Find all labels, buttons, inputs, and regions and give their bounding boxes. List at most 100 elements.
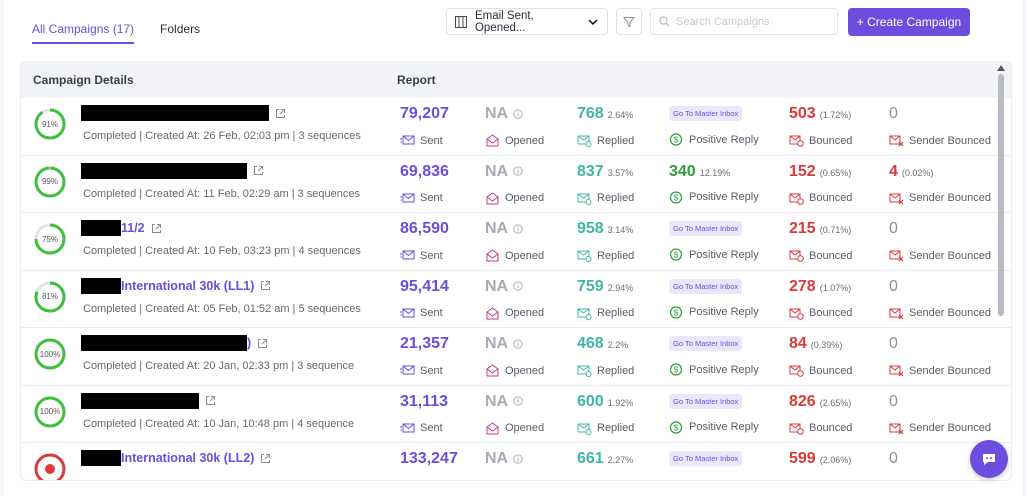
bounced-label: Bounced: [789, 134, 852, 147]
campaign-name[interactable]: 11/2: [81, 219, 162, 237]
go-to-master-inbox-button[interactable]: Go To Master Inbox: [669, 106, 743, 121]
positive-reply-label-text: Positive Reply: [689, 306, 759, 318]
table-row[interactable]: 100%) Completed | Created At: 20 Jan, 02:…: [21, 328, 1011, 386]
campaigns-page: All Campaigns (17) Folders Email Sent, O…: [4, 0, 1022, 496]
sender-bounced-label-text: Sender Bounced: [909, 307, 991, 319]
campaign-name-text[interactable]: 11/2: [121, 221, 145, 235]
external-link-icon[interactable]: [275, 108, 286, 119]
info-icon[interactable]: [513, 454, 523, 464]
external-link-icon[interactable]: [205, 395, 216, 406]
columns-select[interactable]: Email Sent, Opened...: [446, 8, 608, 35]
campaign-name-text[interactable]: International 30k (LL2): [121, 451, 255, 465]
info-icon[interactable]: [513, 109, 523, 119]
bounced-icon: [789, 423, 804, 435]
sender-bounced-label-text: Sender Bounced: [909, 249, 991, 262]
table-row[interactable]: 91% Completed | Created At: 26 Feb, 02:03…: [21, 98, 1011, 156]
scrollbar-thumb[interactable]: [998, 74, 1004, 316]
campaign-name[interactable]: [81, 162, 264, 180]
sent-count: 133,247: [400, 450, 458, 467]
progress-percent: 91%: [41, 119, 58, 129]
opened-label-text: Opened: [505, 307, 545, 319]
dollar-circle-icon: $: [669, 305, 683, 319]
bounced-label-text: Bounced: [809, 134, 853, 147]
sender-bounced-label-text: Sender Bounced: [909, 192, 991, 204]
progress-ring: [34, 453, 66, 480]
campaign-status-subtitle: Completed | Created At: 26 Feb, 02:03 pm…: [83, 130, 361, 142]
campaign-name[interactable]: ): [81, 334, 268, 352]
external-link-icon[interactable]: [253, 165, 264, 176]
replied-label: Replied: [577, 134, 634, 147]
replied-label-text: Replied: [597, 307, 635, 319]
header-campaign-details: Campaign Details: [33, 73, 134, 87]
external-link-icon[interactable]: [260, 280, 271, 291]
go-to-master-inbox-button[interactable]: Go To Master Inbox: [669, 221, 743, 236]
go-to-master-inbox-button[interactable]: Go To Master Inbox: [669, 278, 743, 294]
create-campaign-button[interactable]: + Create Campaign: [848, 8, 970, 36]
info-icon[interactable]: [513, 339, 523, 349]
campaign-name-text[interactable]: ): [247, 336, 252, 350]
bounced-percent: (2.65%): [819, 397, 852, 408]
campaign-name[interactable]: [81, 392, 216, 410]
bounced-label: Bounced: [789, 307, 852, 320]
table-row[interactable]: 81% International 30k (LL1) Completed | Cr…: [21, 271, 1011, 328]
sender-bounced-count: 0: [889, 220, 898, 237]
sent-count: 21,357: [400, 335, 449, 352]
sender-bounced-label-text: Sender Bounced: [909, 134, 991, 147]
table-row[interactable]: 99% Completed | Created At: 11 Feb, 02:29…: [21, 156, 1011, 213]
go-to-master-inbox-button[interactable]: Go To Master Inbox: [669, 451, 743, 466]
info-icon[interactable]: [513, 166, 523, 176]
replied-percent: 2.2%: [607, 340, 629, 350]
bounced-label: Bounced: [789, 364, 852, 377]
bounced-count: 215: [789, 220, 816, 237]
search-input[interactable]: [676, 15, 826, 28]
table-row[interactable]: 100% Completed | Created At: 10 Jan, 10:4…: [21, 386, 1011, 443]
sent-label: Sent: [400, 422, 443, 435]
sent-label-text: Sent: [420, 307, 443, 319]
sender-bounced-label-text: Sender Bounced: [909, 364, 991, 377]
chat-icon: [983, 454, 995, 465]
search-icon: [659, 16, 670, 27]
external-link-icon[interactable]: [257, 338, 268, 349]
tab-all-campaigns[interactable]: All Campaigns (17): [32, 22, 135, 44]
filter-icon: [623, 16, 635, 27]
replied-icon: [577, 365, 592, 377]
info-icon[interactable]: [513, 281, 523, 291]
sent-envelope-icon: [400, 250, 415, 260]
replied-icon: [577, 193, 592, 205]
dollar-circle-icon: $: [669, 190, 683, 204]
filter-button[interactable]: [616, 8, 642, 35]
info-icon[interactable]: [513, 224, 523, 234]
go-to-master-inbox-button[interactable]: Go To Master Inbox: [669, 393, 743, 409]
replied-label-text: Replied: [597, 422, 635, 434]
tab-folders[interactable]: Folders: [160, 22, 201, 36]
redacted-name-block: [81, 220, 121, 236]
campaign-name-text[interactable]: International 30k (LL1): [121, 278, 255, 293]
replied-count: 468: [577, 335, 604, 352]
info-icon[interactable]: [513, 396, 523, 406]
svg-text:$: $: [674, 251, 679, 260]
external-link-icon[interactable]: [260, 453, 271, 464]
campaign-name[interactable]: [81, 104, 286, 122]
sent-count: 79,207: [400, 105, 449, 122]
campaign-name[interactable]: International 30k (LL2): [81, 449, 271, 467]
redacted-name-block: [81, 277, 121, 294]
opened-value: NA: [485, 335, 509, 352]
campaign-name[interactable]: International 30k (LL1): [81, 277, 271, 295]
positive-reply-label-text: Positive Reply: [689, 248, 759, 261]
replied-label-text: Replied: [597, 134, 635, 147]
go-to-master-inbox-button[interactable]: Go To Master Inbox: [669, 336, 743, 351]
progress-ring: [34, 281, 66, 312]
table-row[interactable]: 75% 11/2 Completed | Created At: 10 Feb, 0…: [21, 213, 1011, 271]
table-header: Campaign Details Report: [21, 62, 1011, 98]
scroll-up-arrow-icon[interactable]: [997, 64, 1005, 72]
columns-select-value: Email Sent, Opened...: [474, 9, 534, 34]
positive-reply-label-text: Positive Reply: [689, 363, 759, 376]
external-link-icon[interactable]: [151, 223, 162, 234]
opened-label: Opened: [485, 421, 544, 435]
sent-label: Sent: [400, 249, 443, 262]
table-row[interactable]: International 30k (LL2) 133,247 NA 661 2.27%…: [21, 443, 1011, 480]
bounced-icon: [789, 135, 804, 147]
bounced-label: Bounced: [789, 422, 852, 435]
chevron-down-icon: [588, 18, 598, 25]
chat-support-button[interactable]: [970, 440, 1008, 478]
